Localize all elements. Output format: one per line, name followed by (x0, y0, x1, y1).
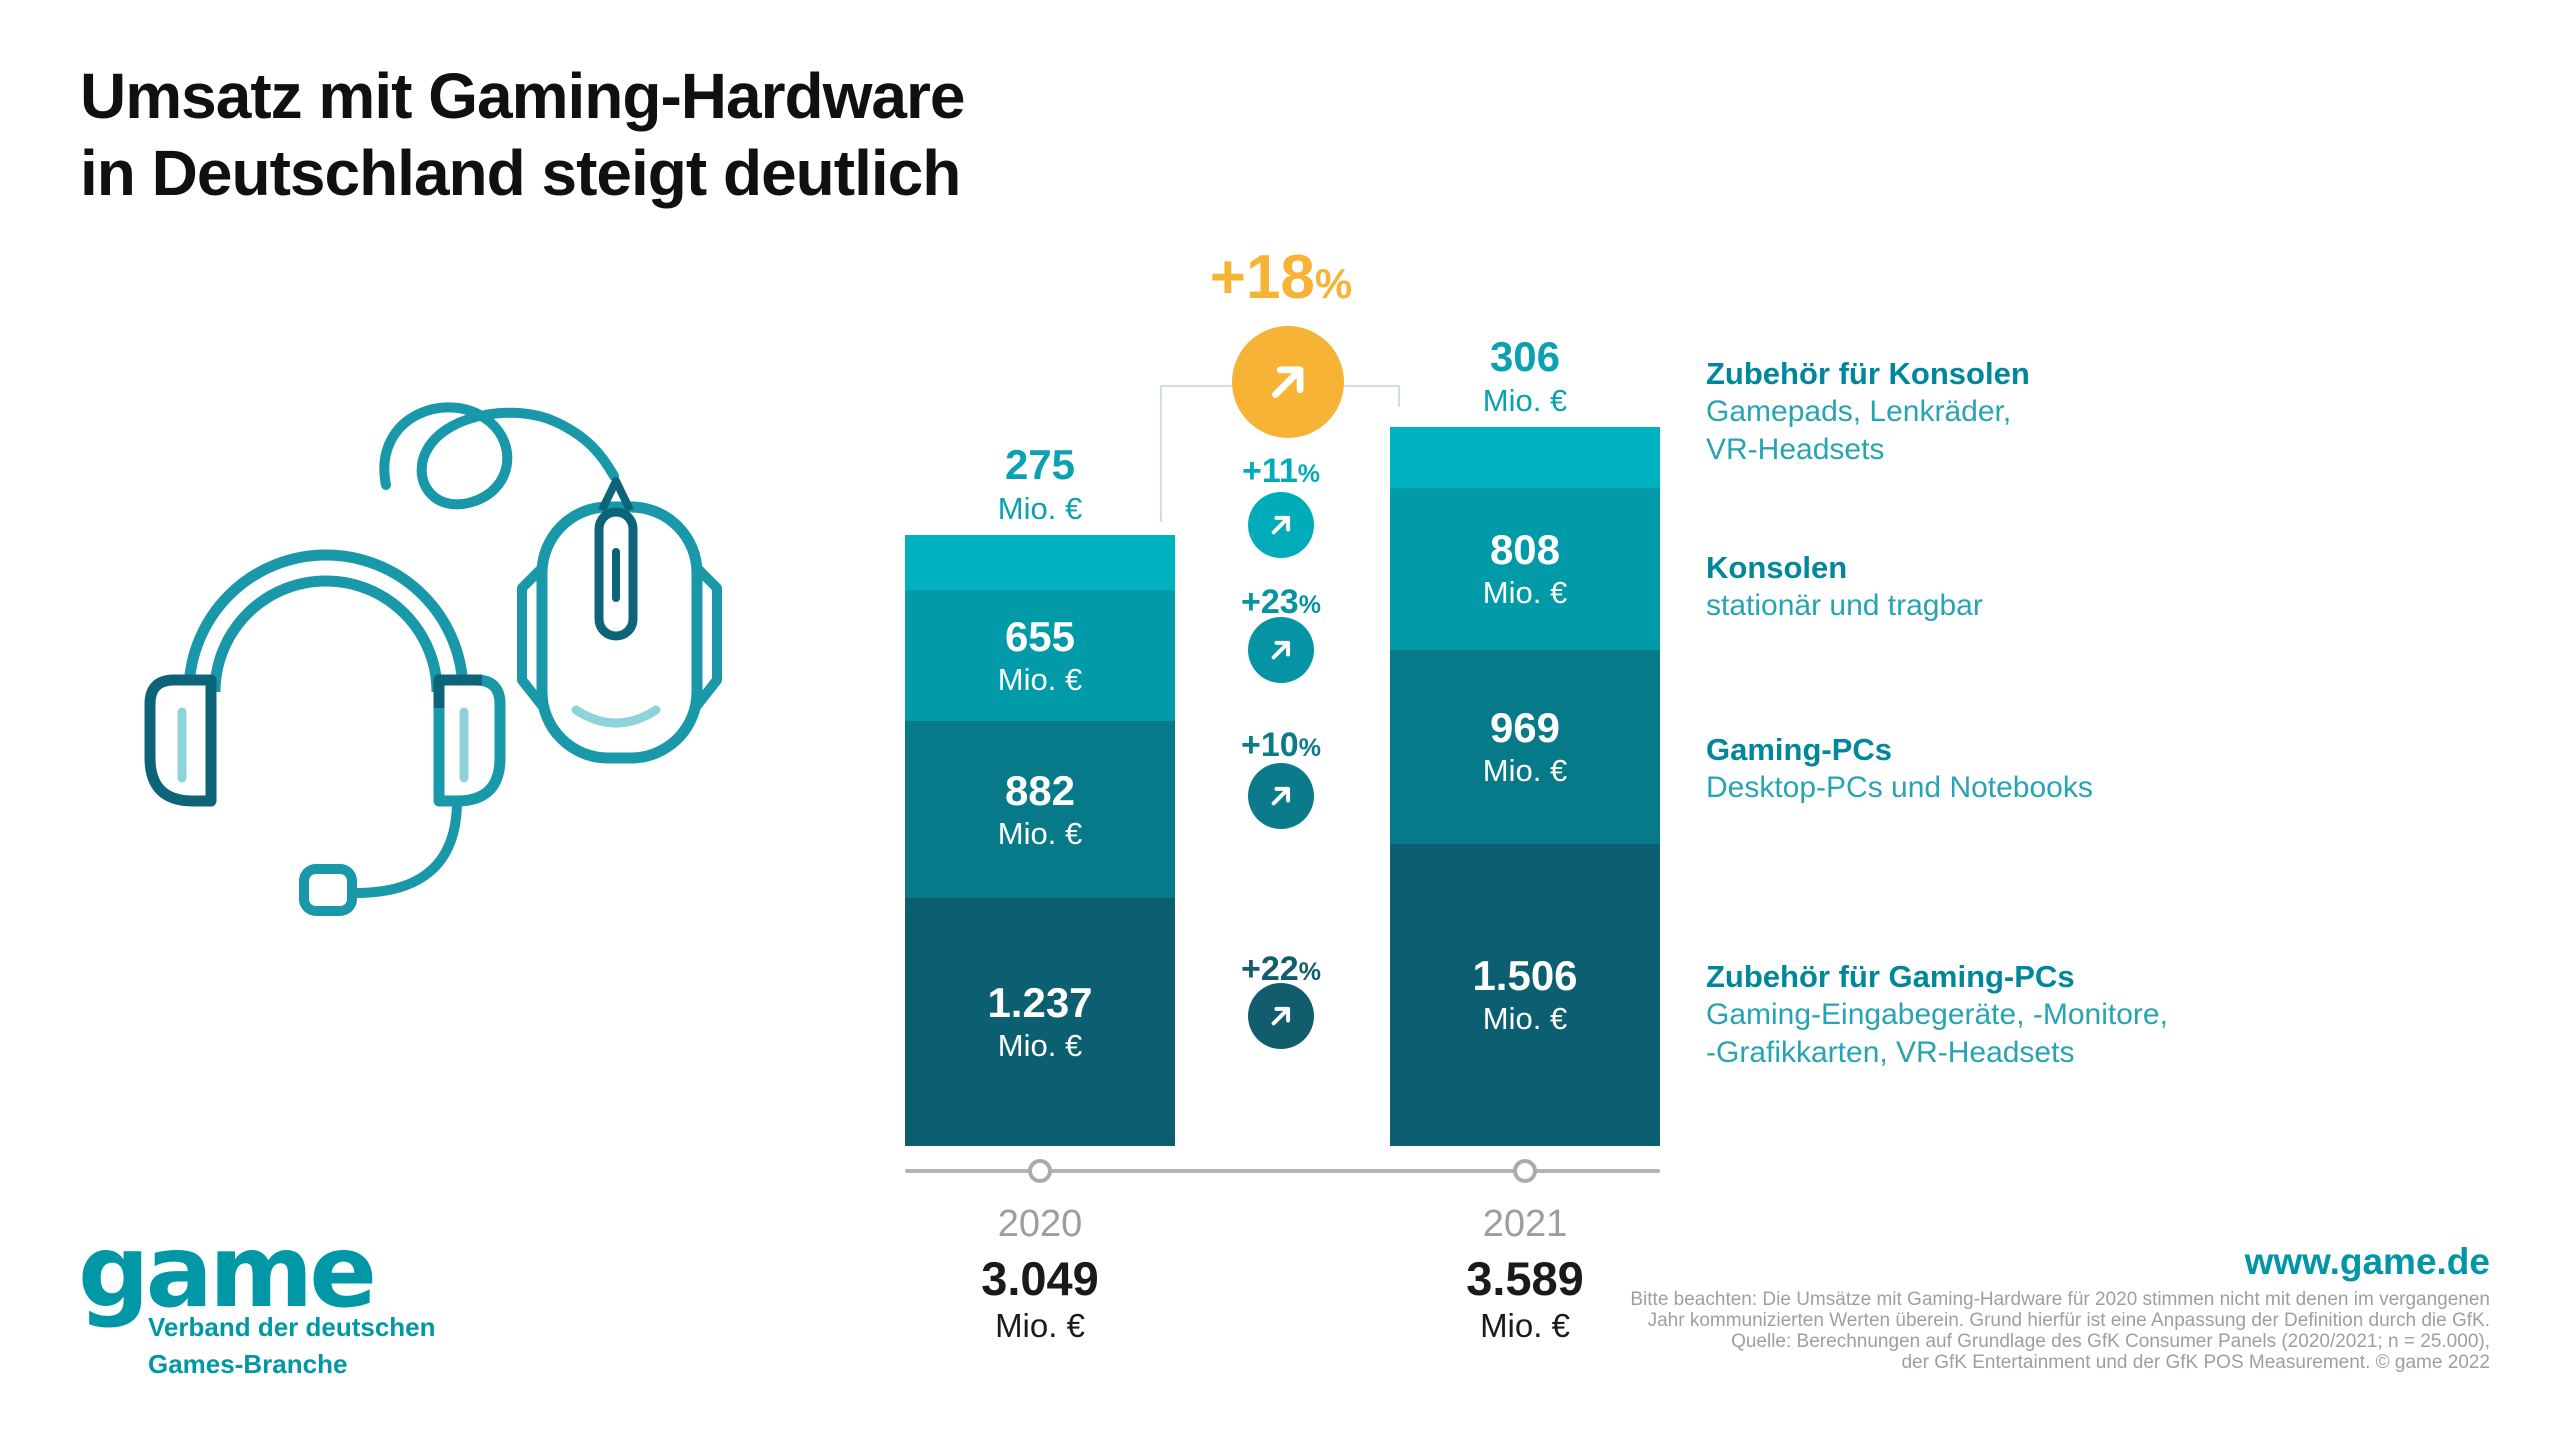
bar-2021-segment-gaming-pcs: 969 Mio. € (1390, 650, 1660, 844)
total-unit: Mio. € (1480, 1307, 1570, 1344)
total-growth-percent-sign: % (1314, 260, 1353, 307)
total-value: 3.049 (981, 1252, 1099, 1305)
percent-sign: % (1298, 734, 1321, 762)
growth-value: +23 (1241, 583, 1299, 621)
trend-up-icon (1272, 366, 1304, 398)
growth-label-gaming-pcs: +23% (1241, 583, 1321, 622)
percent-sign: % (1298, 591, 1321, 619)
total-growth-label: +18% (1210, 242, 1353, 313)
bar-2020-zubehoer-konsolen-value: 275 (1004, 441, 1076, 488)
bar-2020-segment-konsolen: 655 Mio. € (905, 590, 1175, 721)
bar-2021-zubehoer-konsolen-value: 306 (1489, 333, 1561, 380)
legend-item-gaming-pcs: Gaming-PCs Desktop-PCs und Notebooks (1706, 731, 2406, 807)
growth-value: +10 (1241, 726, 1299, 764)
bar-2021-segment-zubehoer-gaming-pcs: 1.506 Mio. € (1390, 844, 1660, 1146)
logo-subtitle-line1: Verband der deutschen (148, 1312, 436, 1342)
percent-sign: % (1297, 460, 1321, 488)
segment-unit: Mio. € (1482, 1001, 1568, 1036)
logo-subtitle-line2: Games-Branche (148, 1349, 348, 1379)
total-value: 3.589 (1466, 1252, 1584, 1305)
trend-up-icon (1271, 515, 1291, 535)
segment-value: 655 (1004, 612, 1076, 660)
bar-2021-segment-konsolen: 808 Mio. € (1390, 488, 1660, 650)
segment-unit: Mio. € (997, 1028, 1083, 1063)
growth-badge-zubehoer-gaming-pcs (1248, 983, 1314, 1049)
legend-title: Gaming-PCs (1706, 732, 1893, 767)
year-label: 2020 (997, 1203, 1083, 1245)
legend-line: VR-Headsets (1706, 433, 1885, 466)
legend-line: stationär und tragbar (1706, 589, 1983, 622)
x-axis-line (905, 1169, 1660, 1173)
bar-2020-segment-zubehoer-gaming-pcs: 1.237 Mio. € (905, 898, 1175, 1146)
legend-item-zubehoer-gaming-pcs: Zubehör für Gaming-PCs Gaming-Eingabeger… (1706, 958, 2406, 1072)
page-title: Umsatz mit Gaming-Hardware in Deutschlan… (80, 58, 965, 212)
trend-up-icon (1271, 1006, 1291, 1026)
segment-unit: Mio. € (997, 661, 1083, 697)
bar-2020-segment-zubehoer-konsolen (905, 535, 1175, 590)
bar-2021-top-label: 306 Mio. € (1390, 332, 1660, 420)
legend-line: Desktop-PCs und Notebooks (1706, 771, 2093, 804)
logo-subtitle: Verband der deutschen Games-Branche (148, 1309, 436, 1383)
total-growth-badge (1232, 326, 1344, 438)
percent-sign: % (1298, 958, 1321, 986)
trend-up-icon (1271, 640, 1291, 660)
website-link[interactable]: www.game.de (2244, 1241, 2490, 1282)
segment-value: 1.506 (1472, 952, 1578, 999)
legend-title: Konsolen (1706, 550, 1848, 585)
category-2020: 2020 3.049 Mio. € (905, 1203, 1175, 1346)
growth-badge-konsolen (1248, 492, 1314, 558)
bar-2021-segment-zubehoer-konsolen (1390, 427, 1660, 488)
growth-value: +22 (1241, 950, 1299, 988)
legend-item-konsolen: Konsolen stationär und tragbar (1706, 549, 2406, 625)
trend-up-icon (1271, 786, 1291, 806)
category-2021: 2021 3.589 Mio. € (1390, 1203, 1660, 1346)
year-label: 2021 (1482, 1203, 1568, 1245)
footnote-line: der GfK Entertainment und der GfK POS Me… (1901, 1352, 2490, 1373)
legend-title: Zubehör für Gaming-PCs (1706, 959, 2075, 994)
segment-unit: Mio. € (997, 815, 1083, 851)
segment-unit: Mio. € (1482, 575, 1568, 610)
segment-value: 882 (1004, 766, 1076, 814)
legend-line: -Grafikkarten, VR-Headsets (1706, 1036, 2075, 1069)
growth-label-konsolen: +11% (1242, 452, 1320, 491)
growth-bracket-left (1160, 385, 1162, 522)
headset-and-mouse-illustration (144, 402, 722, 916)
bar-2020-top-label: 275 Mio. € (905, 440, 1175, 528)
axis-marker-2020 (1028, 1159, 1052, 1183)
growth-value: +11 (1241, 452, 1298, 490)
axis-marker-2021 (1513, 1159, 1537, 1183)
growth-bracket-right (1398, 385, 1400, 407)
bar-2020-segment-gaming-pcs: 882 Mio. € (905, 721, 1175, 898)
footnote-line: Bitte beachten: Die Umsätze mit Gaming-H… (1630, 1289, 2490, 1310)
footnote-line: Quelle: Berechnungen auf Grundlage des G… (1731, 1331, 2490, 1352)
bar-2021-zubehoer-konsolen-unit: Mio. € (1482, 383, 1568, 418)
growth-badge-gaming-pcs (1248, 617, 1314, 683)
legend-item-zubehoer-konsolen: Zubehör für Konsolen Gamepads, Lenkräder… (1706, 355, 2406, 469)
source-footnote: Bitte beachten: Die Umsätze mit Gaming-H… (1630, 1289, 2490, 1373)
legend-line: Gaming-Eingabegeräte, -Monitore, (1706, 998, 2168, 1031)
segment-value: 1.237 (987, 979, 1093, 1026)
total-unit: Mio. € (995, 1307, 1085, 1344)
growth-label-zubehoer-gaming-pcs: +22% (1241, 950, 1321, 989)
total-growth-value: +18 (1209, 243, 1315, 312)
legend-line: Gamepads, Lenkräder, (1706, 395, 2012, 428)
segment-unit: Mio. € (1482, 753, 1568, 788)
bar-2020-zubehoer-konsolen-unit: Mio. € (997, 491, 1083, 526)
legend-title: Zubehör für Konsolen (1706, 356, 2030, 391)
page-title-line1: Umsatz mit Gaming-Hardware (80, 60, 965, 132)
growth-label-zubehoer-konsolen: +10% (1241, 726, 1321, 765)
segment-value: 969 (1489, 704, 1561, 751)
game-logo: game (78, 1213, 377, 1330)
page-title-line2: in Deutschland steigt deutlich (80, 137, 961, 209)
growth-badge-zubehoer-konsolen (1248, 763, 1314, 829)
segment-value: 808 (1489, 526, 1561, 573)
footnote-line: Jahr kommunizierten Werten überein. Grun… (1647, 1310, 2490, 1331)
